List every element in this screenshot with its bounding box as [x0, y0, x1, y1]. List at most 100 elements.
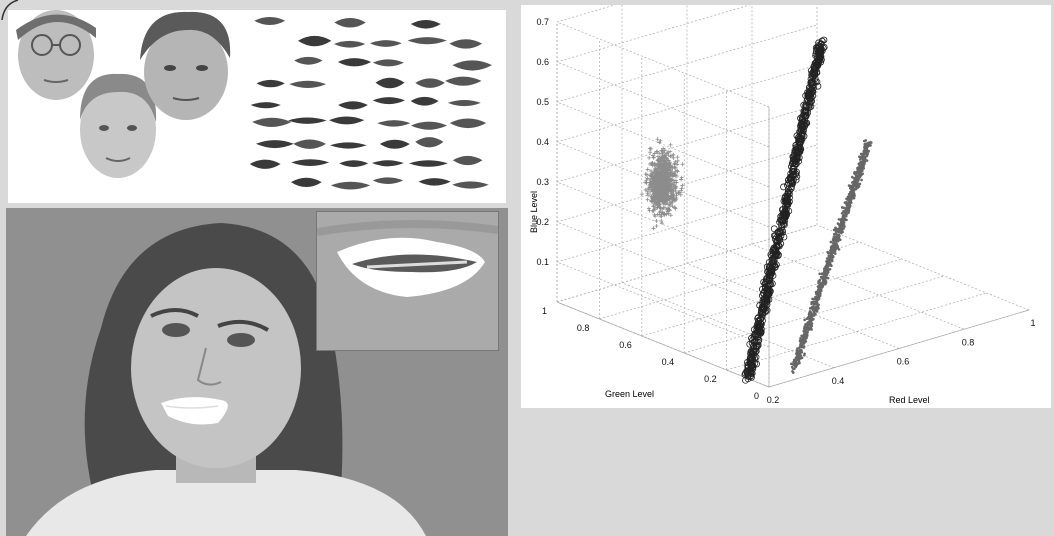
- scatter-point: [645, 167, 650, 172]
- scatter-point: [672, 172, 677, 177]
- scatter-point: [656, 164, 661, 169]
- y-tick-label: 1: [542, 306, 547, 316]
- zoomed-mouth: [316, 211, 499, 351]
- scatter-point: [816, 295, 820, 299]
- lip-crop: [410, 20, 441, 29]
- scatter-point: [839, 224, 843, 228]
- grid-line: [556, 5, 616, 23]
- scatter-point: [816, 289, 820, 292]
- scatter-point: [832, 238, 836, 241]
- lip-crop: [288, 117, 327, 124]
- scatter-point: [661, 185, 666, 190]
- scatter-point: [783, 200, 791, 208]
- scatter-point: [649, 198, 654, 203]
- axis-line: [768, 309, 1030, 388]
- scatter-point: [827, 251, 830, 255]
- scatter-point: [662, 148, 667, 153]
- scatter-point: [765, 281, 773, 289]
- scatter-point: [788, 168, 796, 176]
- scatter-point: [856, 179, 859, 182]
- scatter-point: [856, 167, 860, 170]
- scatter-point: [859, 171, 862, 174]
- scatter-point: [853, 179, 856, 183]
- scatter-point: [840, 211, 844, 215]
- scatter-point: [795, 133, 803, 141]
- lip-crop: [371, 160, 404, 167]
- grid-line: [556, 261, 770, 348]
- scatter-point: [669, 187, 674, 192]
- scatter-point: [666, 183, 671, 188]
- scatter-point: [805, 332, 809, 335]
- corner-arc-decoration: [1, 0, 19, 20]
- z-tick-label: 0.2: [536, 217, 549, 227]
- scatter-point: [656, 188, 661, 193]
- scatter-point: [654, 218, 659, 223]
- scatter-point: [651, 208, 656, 213]
- lip-crop: [449, 118, 487, 129]
- scatter-point: [847, 184, 851, 187]
- scatter-point: [674, 180, 679, 185]
- scatter-point: [668, 165, 673, 170]
- scatter-point: [832, 245, 836, 249]
- lip-crop: [410, 121, 448, 130]
- scatter-point: [825, 262, 829, 265]
- x-tick-label: 0.2: [767, 395, 780, 405]
- scatter-point: [814, 60, 821, 67]
- scatter-point: [804, 339, 808, 343]
- scatter-point: [653, 181, 658, 186]
- scatter-point: [808, 313, 811, 317]
- scatter-point: [834, 236, 838, 239]
- scatter-point: [655, 158, 660, 163]
- scatter-point: [814, 298, 818, 301]
- scatter-point: [856, 186, 860, 189]
- scatter-point: [661, 146, 666, 151]
- scatter-point: [807, 89, 815, 97]
- scatter-point: [792, 153, 800, 161]
- scatter-point: [792, 371, 795, 374]
- scatter-point: [649, 161, 654, 166]
- scatter-point: [850, 194, 853, 197]
- scatter-point: [764, 289, 772, 297]
- scatter-point: [794, 359, 797, 363]
- scatter-point: [645, 197, 650, 202]
- scatter-point: [864, 148, 868, 152]
- scatter-point: [793, 156, 801, 164]
- scatter-point: [830, 264, 833, 268]
- scatter-point: [646, 186, 651, 191]
- face-photo: [80, 73, 157, 178]
- scatter-point: [806, 325, 809, 328]
- scatter-point: [648, 150, 653, 155]
- scatter-point: [837, 218, 841, 221]
- lip-crop: [289, 80, 327, 88]
- scatter-point: [773, 241, 781, 249]
- y-tick-label: 0.6: [619, 340, 632, 350]
- scatter-point: [796, 362, 800, 365]
- plot-tick-labels: 0.2 0.4 0.6 0.8 1 0 0.2 0.4 0.6 0.8 1 0.1 0.2 0.3 0.4 0…: [536, 17, 1035, 405]
- y-axis-label: Green Level: [605, 389, 654, 399]
- scatter-point: [769, 254, 777, 262]
- scatter-point: [770, 246, 778, 254]
- y-tick-label: 0.8: [577, 323, 590, 333]
- scatter-point: [653, 171, 658, 176]
- scatter-point: [678, 192, 683, 197]
- y-tick-label: 0: [754, 391, 759, 401]
- grid-line: [556, 64, 818, 143]
- scatter-point: [648, 189, 653, 194]
- scatter-point: [808, 78, 816, 86]
- scatter-point: [761, 300, 768, 308]
- scatter-point: [658, 157, 663, 162]
- grid-line: [556, 221, 770, 308]
- scatter-point: [795, 352, 799, 355]
- scatter-point: [655, 212, 660, 217]
- scatter-point: [824, 271, 828, 274]
- scatter-point: [667, 160, 672, 165]
- scatter-point: [846, 208, 849, 212]
- scatter-point: [816, 303, 820, 307]
- scatter-point: [816, 48, 824, 56]
- scatter-point: [792, 157, 799, 164]
- scatter-point: [832, 235, 836, 239]
- scatter-point: [752, 343, 760, 350]
- scatter-point: [833, 250, 837, 253]
- scatter-point: [855, 183, 858, 187]
- scatter-point: [824, 279, 827, 282]
